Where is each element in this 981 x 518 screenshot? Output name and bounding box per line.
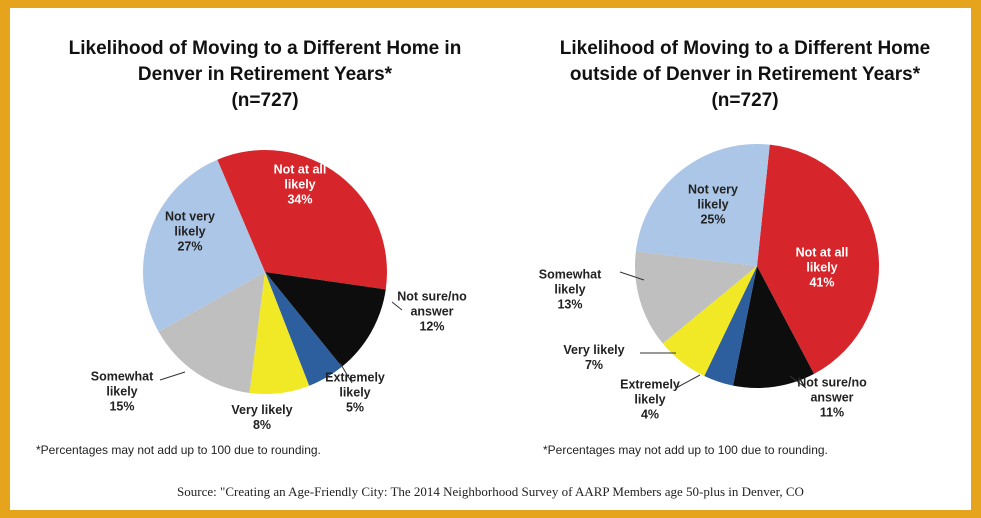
slice-value: 27% bbox=[177, 239, 203, 254]
slice-label: Not at all likely 41% bbox=[780, 246, 864, 291]
slice-value: 34% bbox=[287, 192, 313, 207]
chart-title: Likelihood of Moving to a Different Home… bbox=[68, 38, 462, 85]
slice-label: Not very likely 25% bbox=[671, 183, 755, 228]
leader-line bbox=[619, 271, 645, 281]
slice-value: 4% bbox=[640, 407, 660, 422]
leader-line bbox=[391, 301, 403, 311]
slice-label: Somewhat likely 15% bbox=[80, 370, 164, 415]
slice-value: 13% bbox=[557, 297, 583, 312]
slice-label: Somewhat likely 13% bbox=[528, 268, 612, 313]
slice-category: Not very likely bbox=[164, 209, 216, 239]
pie-slice bbox=[662, 266, 757, 377]
leader-line bbox=[159, 371, 186, 381]
slice-label: Very likely 7% bbox=[552, 343, 636, 373]
slice-category: Not very likely bbox=[687, 182, 739, 212]
pie-slice bbox=[704, 266, 757, 386]
slice-category: Not at all likely bbox=[795, 245, 849, 275]
slice-label: Not at all likely 34% bbox=[258, 163, 342, 208]
leader-line bbox=[675, 374, 701, 389]
slice-category: Not sure/no answer bbox=[797, 375, 867, 405]
slice-category: Extremely likely bbox=[325, 370, 385, 400]
slice-label: Extremely likely 4% bbox=[608, 378, 692, 423]
slice-label: Not sure/no answer 12% bbox=[390, 290, 474, 335]
slice-value: 12% bbox=[419, 319, 445, 334]
slice-category: Not at all likely bbox=[273, 162, 327, 192]
slice-value: 11% bbox=[819, 405, 845, 420]
slice-label: Not sure/no answer 11% bbox=[790, 376, 874, 421]
slice-category: Very likely bbox=[231, 403, 293, 417]
pie-slice bbox=[757, 144, 879, 374]
slice-label: Not very likely 27% bbox=[148, 210, 232, 255]
source: Source: "Creating an Age-Friendly City: … bbox=[177, 484, 804, 499]
pie-slice bbox=[635, 251, 757, 344]
pie-slice bbox=[249, 272, 310, 394]
chart-subtitle: (n=727) bbox=[711, 90, 779, 111]
slice-value: 7% bbox=[584, 358, 604, 372]
slice-category: Very likely bbox=[563, 343, 625, 357]
leader-line bbox=[339, 362, 353, 384]
pie-slice bbox=[265, 272, 386, 367]
slice-label: Very likely 8% bbox=[220, 403, 304, 433]
slice-category: Extremely likely bbox=[620, 377, 680, 407]
chart-title: Likelihood of Moving to a Different Home… bbox=[559, 38, 931, 85]
chart-subtitle: (n=727) bbox=[231, 90, 299, 111]
slice-category: Not sure/no answer bbox=[397, 289, 467, 319]
slice-label: Extremely likely 5% bbox=[313, 371, 397, 416]
footnote: *Percentages may not add up to 100 due t… bbox=[36, 443, 321, 457]
pie-slice bbox=[635, 144, 770, 266]
pie-slice bbox=[217, 149, 387, 290]
slice-value: 41% bbox=[809, 275, 835, 290]
slice-category: Somewhat likely bbox=[90, 369, 154, 399]
pie-slice bbox=[158, 272, 265, 394]
slice-value: 5% bbox=[345, 400, 365, 415]
pie-slice bbox=[265, 272, 342, 386]
leader-line bbox=[789, 375, 807, 389]
footnote: *Percentages may not add up to 100 due t… bbox=[543, 443, 828, 457]
pie-slice bbox=[732, 266, 815, 388]
slice-value: 8% bbox=[252, 418, 272, 432]
pie-slice bbox=[143, 159, 265, 332]
slice-value: 15% bbox=[109, 399, 135, 414]
slice-value: 25% bbox=[700, 212, 726, 227]
slice-category: Somewhat likely bbox=[538, 267, 602, 297]
